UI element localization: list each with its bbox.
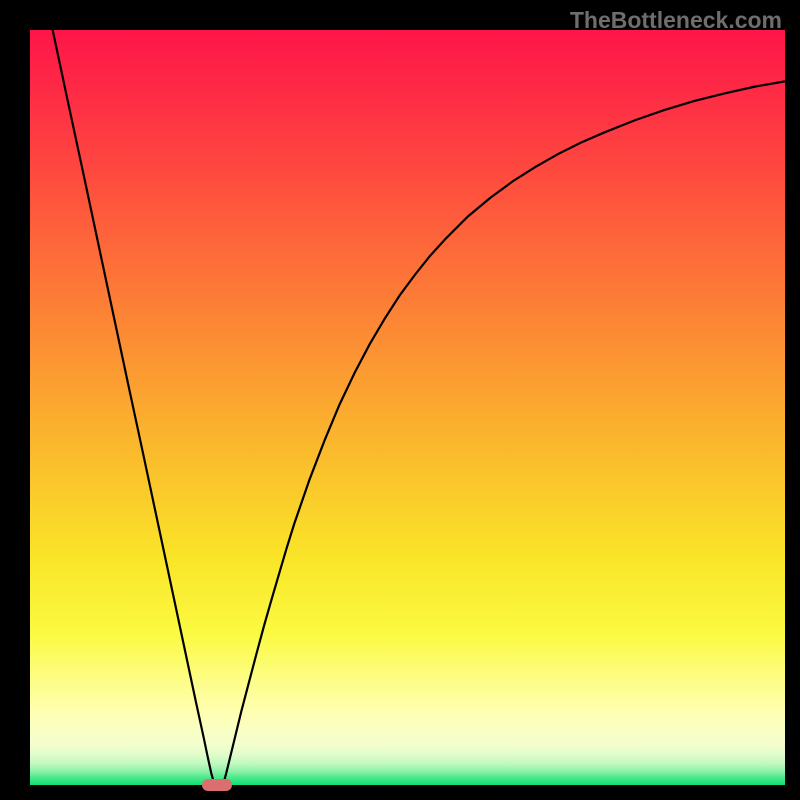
watermark-text: TheBottleneck.com bbox=[570, 7, 782, 34]
minimum-marker bbox=[202, 779, 232, 791]
chart-container: TheBottleneck.com bbox=[0, 0, 800, 800]
plot-area bbox=[30, 30, 785, 785]
curve-line bbox=[30, 30, 785, 785]
